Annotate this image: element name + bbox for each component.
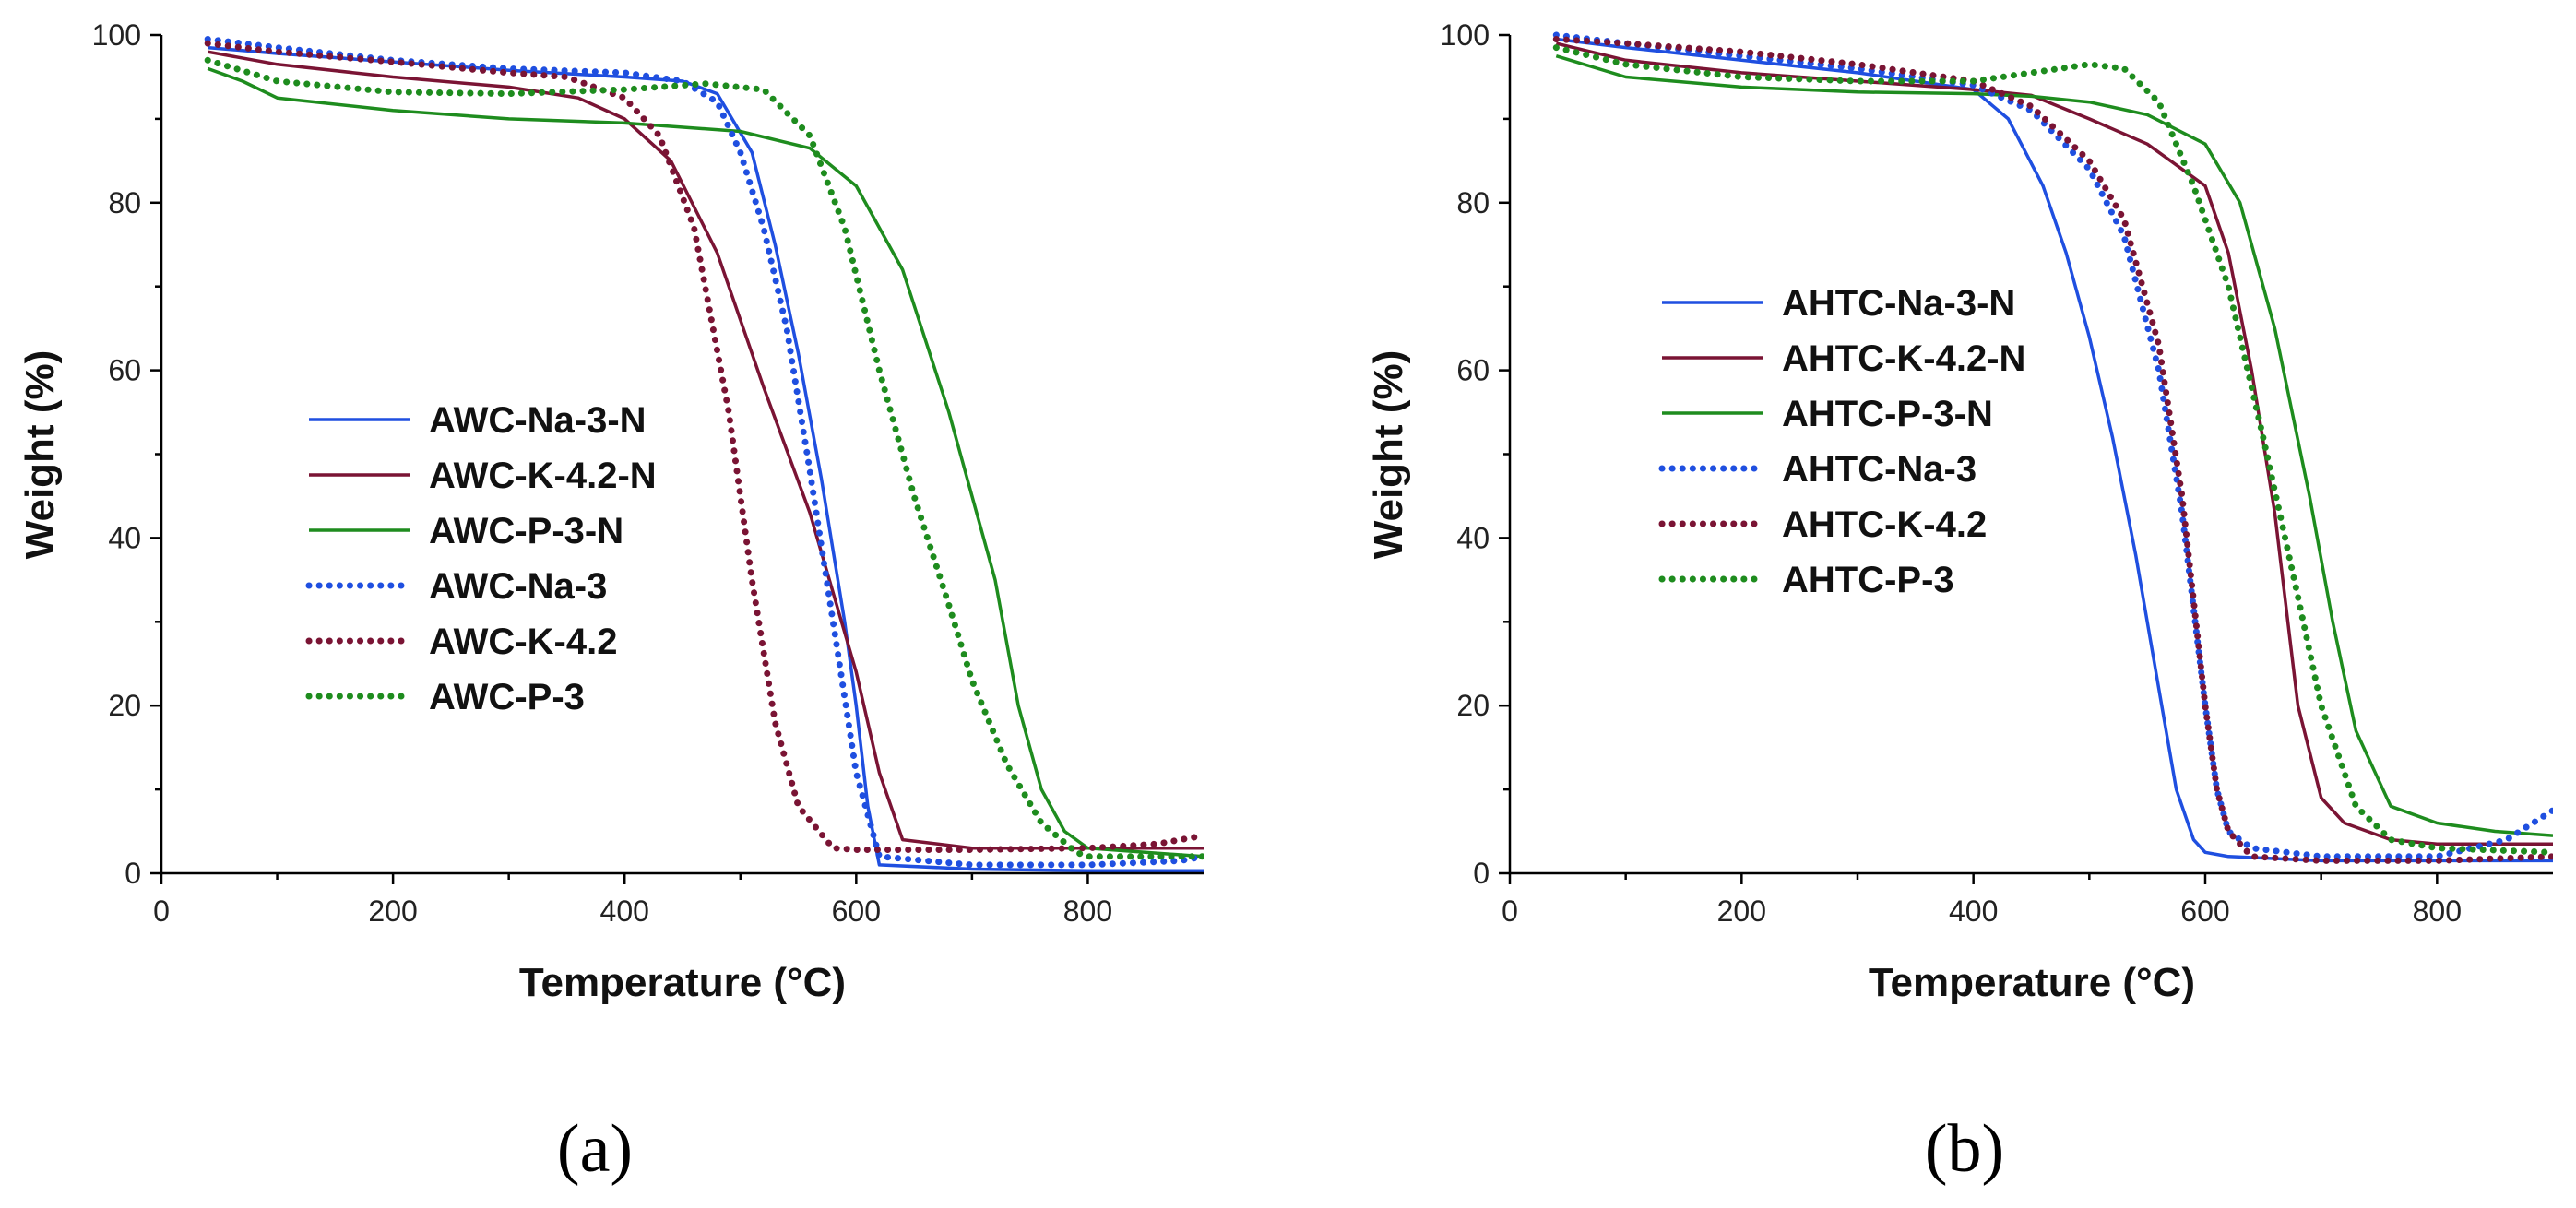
panel-b-legend-label-6: AHTC-P-3 <box>1782 560 1954 600</box>
panel-b-series-line-5 <box>1552 36 2553 864</box>
panel-b-x-tick-label: 600 <box>2180 894 2229 928</box>
panel-b-legend-label-1: AHTC-Na-3-N <box>1782 283 2015 324</box>
panel-a-series-line-2 <box>207 50 1204 850</box>
panel-a-legend-label-2: AWC-K-4.2-N <box>429 456 657 496</box>
panel-b-label: (b) <box>1925 1111 2004 1187</box>
panel-a-marks <box>204 36 1204 873</box>
panel-a-x-tick-label: 800 <box>1063 894 1112 928</box>
panel-b-legend-label-4: AHTC-Na-3 <box>1782 449 1977 490</box>
panel-a-series-line-5 <box>204 40 1204 853</box>
panel-a-x-tick-label: 200 <box>368 894 417 928</box>
panel-b-series-line-1 <box>1556 37 2553 863</box>
panel-a-y-tick-label: 40 <box>108 521 141 554</box>
panel-a-legend-label-6: AWC-P-3 <box>429 677 585 717</box>
panel-b-y-tick-label: 40 <box>1456 521 1490 554</box>
panel-a-legend-label-4: AWC-Na-3 <box>429 566 607 607</box>
panel-b-legend: AHTC-Na-3-N AHTC-K-4.2-N AHTC-P-3-N AHTC-Na… <box>1658 283 2025 600</box>
panel-a-y-tick-label: 80 <box>108 186 141 219</box>
panel-b-legend-label-5: AHTC-K-4.2 <box>1782 504 1987 545</box>
panel-a-legend-label-1: AWC-Na-3-N <box>429 400 647 441</box>
panel-b-y-tick-label: 80 <box>1456 186 1490 219</box>
panel-a-series-line-1 <box>208 45 1204 873</box>
panel-b-series-line-3 <box>1555 54 2553 837</box>
panel-b-legend-label-2: AHTC-K-4.2-N <box>1782 338 2025 379</box>
panel-a-legend-label-3: AWC-P-3-N <box>429 511 623 551</box>
panel-a-axis-lines <box>160 35 1204 875</box>
panel-a-legend: AWC-Na-3-N AWC-K-4.2-N AWC-P-3-N AWC-Na-3 AW… <box>305 400 657 717</box>
panel-b-legend-label-3: AHTC-P-3-N <box>1782 394 1993 434</box>
panel-a-axes: 0 200 400 600 800 0 20 40 60 80 100 <box>92 18 1204 928</box>
panel-b-marks <box>1552 31 2553 864</box>
panel-b-axes: 0 200 400 600 800 0 20 40 60 80 100 <box>1441 18 2553 928</box>
panel-a-legend-label-5: AWC-K-4.2 <box>429 622 617 662</box>
panel-a-x-tick-label: 400 <box>600 894 649 928</box>
panel-a-y-tick-label: 0 <box>125 857 141 890</box>
panel-b-series-line-2 <box>1555 41 2553 846</box>
panel-b-series-line-6 <box>1552 44 2553 856</box>
panel-a-x-axis-title: Temperature (°C) <box>519 960 846 1005</box>
panel-a-y-tick-label: 60 <box>108 354 141 387</box>
panel-a-series-line-6 <box>204 56 1204 860</box>
panel-a-series-line-4 <box>204 36 1204 869</box>
panel-a-series-line-3 <box>207 66 1204 859</box>
panel-a-y-axis-title: Weight (%) <box>18 350 63 560</box>
panel-b-y-axis-title: Weight (%) <box>1366 350 1411 560</box>
panel-a-x-tick-label: 0 <box>153 894 170 928</box>
panel-a-x-tick-label: 600 <box>832 894 881 928</box>
panel-b-x-axis-title: Temperature (°C) <box>1869 960 2195 1005</box>
panel-b-x-tick-label: 800 <box>2413 894 2462 928</box>
panel-b-series-line-4 <box>1552 31 2553 860</box>
panel-b-x-tick-label: 400 <box>1949 894 1998 928</box>
panel-a-label: (a) <box>557 1111 633 1187</box>
panel-b-y-tick-label: 60 <box>1456 354 1490 387</box>
panel-b-y-tick-label: 100 <box>1441 18 1490 52</box>
panel-b-y-tick-label: 0 <box>1473 857 1490 890</box>
panel-b-y-tick-label: 20 <box>1456 689 1490 722</box>
panel-a-y-tick-label: 20 <box>108 689 141 722</box>
panel-b-x-tick-label: 200 <box>1717 894 1766 928</box>
panel-b-x-tick-label: 0 <box>1502 894 1518 928</box>
panel-a-y-tick-label: 100 <box>92 18 141 52</box>
